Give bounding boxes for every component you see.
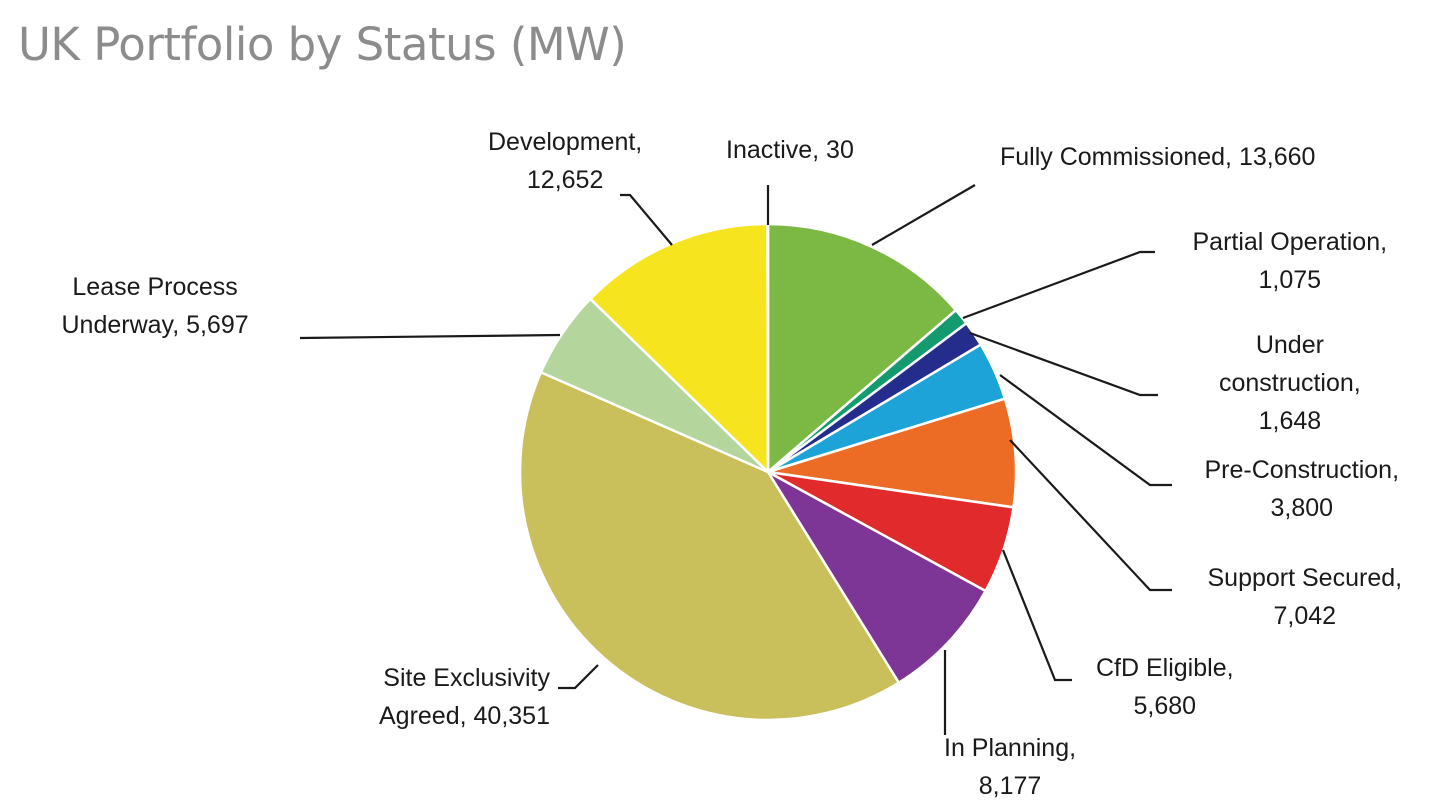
data-label-development: Development, 12,652 (488, 128, 643, 194)
pie-slice-site-exclusivity-agreed (518, 370, 901, 722)
leader-line-development (620, 193, 673, 246)
data-label-partial-operation: Partial Operation, 1,075 (1192, 228, 1388, 294)
data-label-support-secured: Support Secured, 7,042 (1207, 564, 1403, 630)
data-label-cfd-eligible: CfD Eligible, 5,680 (1096, 654, 1234, 720)
chart-title: UK Portfolio by Status (MW) (18, 18, 627, 71)
pie-slice-in-planning (764, 468, 988, 685)
leader-line-pre-construction (999, 374, 1172, 487)
data-label-fully-commissioned: Fully Commissioned, 13,660 (1000, 143, 1316, 171)
data-label-pre-construction: Pre-Construction, 3,800 (1204, 456, 1400, 522)
data-label-site-exclusivity-agreed: Site Exclusivity Agreed, 40,351 (379, 664, 550, 730)
leader-line-partial-operation (962, 250, 1155, 320)
leader-line-cfd-eligible (1001, 549, 1072, 682)
leader-line-fully-commissioned (871, 184, 976, 246)
leader-line-site-exclusivity-agreed (558, 664, 599, 690)
data-label-inactive: Inactive, 30 (726, 136, 854, 164)
data-label-lease-process-underway: Lease Process Underway, 5,697 (61, 273, 249, 339)
data-label-under-construction: Under construction, 1,648 (1219, 331, 1361, 435)
leader-line-lease-process-underway (299, 333, 561, 340)
data-label-in-planning: In Planning, 8,177 (944, 734, 1077, 800)
leader-line-support-secured (1009, 439, 1172, 592)
pie-slice-fully-commissioned (766, 222, 958, 475)
leader-line-under-construction (969, 331, 1158, 397)
